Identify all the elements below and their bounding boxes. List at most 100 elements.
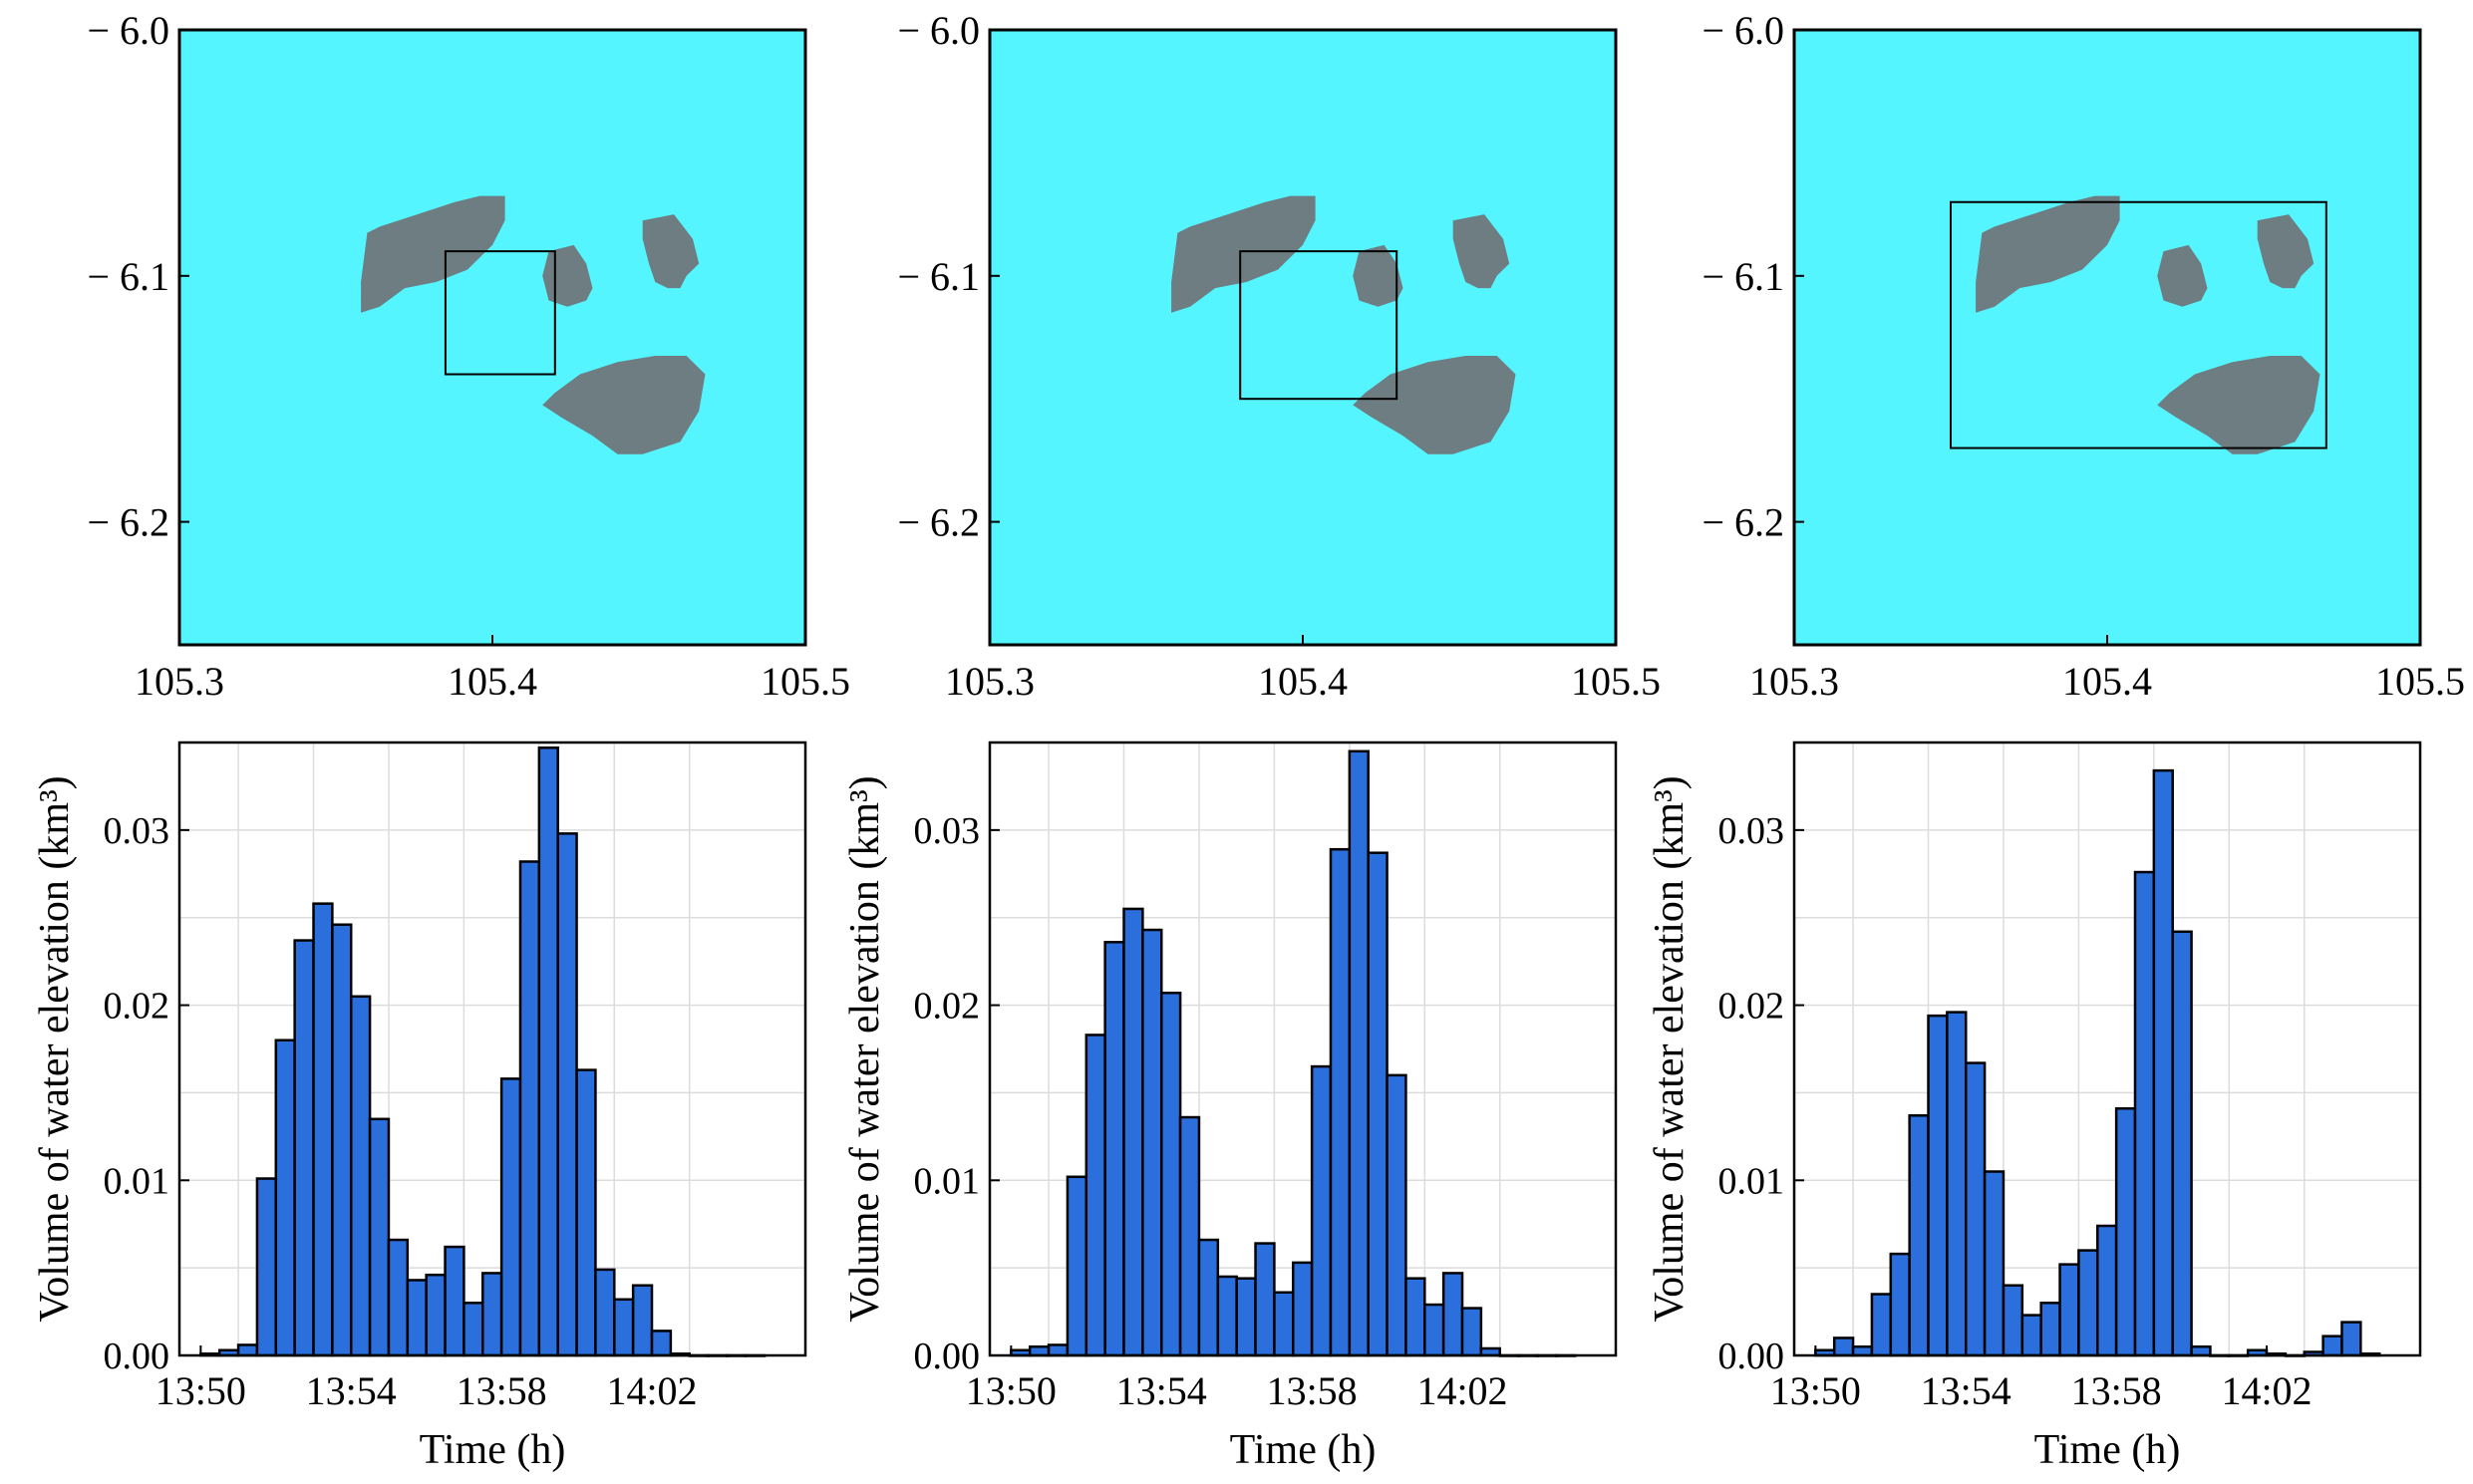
- x-axis-label: Time (h): [420, 1427, 566, 1473]
- histogram-bar: [2058, 1263, 2080, 1357]
- histogram-bar: [1028, 1344, 1051, 1357]
- selection-box: [444, 250, 556, 376]
- histogram-bar: [2039, 1302, 2061, 1357]
- histogram-bar: [1423, 1303, 1445, 1357]
- map-x-tick-label: 105.5: [761, 659, 850, 704]
- histogram-bar: [349, 995, 372, 1357]
- histogram-bar: [1159, 992, 1182, 1357]
- map-x-tick-label: 105.4: [2062, 659, 2152, 704]
- histogram-bar: [1927, 1014, 1949, 1357]
- histogram-bar: [1367, 851, 1389, 1357]
- histogram-bar: [613, 1298, 635, 1357]
- map-panel-1: 105.3 105.4 105.5 − 6.0 − 6.1 − 6.2: [87, 8, 850, 704]
- water-area: [1794, 30, 2420, 645]
- histogram-bar: [1084, 1034, 1106, 1357]
- histogram-bar: [406, 1279, 428, 1357]
- map-x-tick-label: 105.3: [1749, 659, 1839, 704]
- histogram-bar: [594, 1268, 616, 1357]
- histogram-bar: [2171, 930, 2193, 1357]
- histogram-bar: [1273, 1291, 1295, 1357]
- histogram-bar: [1103, 941, 1125, 1357]
- histogram-bar: [537, 746, 559, 1357]
- x-tick-label: 13:54: [1116, 1368, 1207, 1413]
- map-x-tick-label: 105.5: [1571, 659, 1661, 704]
- histogram-bar: [274, 1039, 296, 1357]
- plot-frame: [1792, 741, 2422, 1357]
- histogram-bar: [2152, 768, 2174, 1357]
- plot-frame: [177, 741, 807, 1357]
- histogram-bar: [650, 1330, 673, 1357]
- histogram-bar: [1066, 1175, 1088, 1357]
- map-y-tick-label: − 6.1: [1701, 254, 1784, 299]
- histogram-bar: [518, 860, 541, 1357]
- map-y-tick-label: − 6.2: [87, 500, 169, 545]
- water-area: [179, 30, 805, 645]
- map-y-tick-label: − 6.0: [897, 8, 980, 53]
- map-panel-3: 105.3 105.4 105.5 − 6.0 − 6.1 − 6.2: [1701, 8, 2465, 704]
- y-axis-label: Volume of water elevation (km³): [842, 775, 888, 1322]
- histogram-bar: [1235, 1277, 1257, 1357]
- map-x-tick-label: 105.3: [135, 659, 224, 704]
- map-y-tick-label: − 6.0: [1701, 8, 1784, 53]
- histogram-bar: [1216, 1275, 1238, 1357]
- map-y-tick-label: − 6.1: [897, 254, 980, 299]
- histogram-bar: [331, 923, 353, 1357]
- histogram-bar: [1870, 1293, 1893, 1357]
- y-axis-label: Volume of water elevation (km³): [1647, 775, 1693, 1322]
- histogram-panel-3: 0.00 0.01 0.02 0.03 13:50 13:54 13:58 14:02 Time…: [1647, 741, 2422, 1473]
- histogram-bar: [255, 1177, 278, 1357]
- histogram-bar: [2077, 1249, 2099, 1357]
- x-axis-label: Time (h): [2034, 1427, 2181, 1473]
- y-tick-label: 0.03: [1718, 810, 1785, 852]
- histogram-bar: [1310, 1064, 1333, 1357]
- histogram-bar: [481, 1272, 503, 1357]
- histogram-bar: [236, 1343, 259, 1357]
- y-tick-label: 0.01: [104, 1160, 170, 1202]
- histogram-bar: [1964, 1061, 1987, 1357]
- y-tick-label: 0.03: [914, 810, 981, 852]
- histogram-bar: [1404, 1277, 1426, 1357]
- map-x-tick-label: 105.4: [1258, 659, 1348, 704]
- histogram-bar: [556, 832, 578, 1357]
- map-x-tick-label: 105.4: [448, 659, 537, 704]
- histogram-bar: [1386, 1073, 1407, 1357]
- land-island-4: [2157, 356, 2320, 454]
- land-island-1: [1976, 195, 2120, 313]
- histogram-bar: [312, 902, 334, 1357]
- y-tick-label: 0.02: [914, 986, 981, 1028]
- histogram-bar: [463, 1302, 484, 1357]
- y-tick-label: 0.01: [914, 1160, 981, 1202]
- histogram-bar: [2002, 1284, 2024, 1357]
- histogram-bar: [1141, 928, 1163, 1357]
- y-axis-label: Volume of water elevation (km³): [32, 775, 78, 1322]
- histogram-bar: [368, 1117, 391, 1357]
- x-axis-label: Time (h): [1230, 1427, 1377, 1473]
- x-tick-label: 13:58: [2071, 1368, 2162, 1413]
- histogram-bar: [2190, 1344, 2212, 1357]
- land-island-3: [2257, 214, 2315, 289]
- land-island-3: [642, 214, 700, 289]
- histogram-bar: [1047, 1343, 1070, 1357]
- land-island-2: [1353, 244, 1403, 307]
- land-island-4: [542, 356, 706, 454]
- histogram-bar: [1983, 1170, 2006, 1357]
- histogram-bar: [1889, 1252, 1911, 1357]
- land-island-1: [1171, 195, 1316, 313]
- histogram-bar: [2020, 1314, 2042, 1357]
- histogram-bar: [2096, 1224, 2118, 1357]
- land-island-2: [2157, 244, 2208, 307]
- histogram-bar: [1197, 1238, 1220, 1357]
- selection-box: [1950, 200, 2327, 449]
- histogram-bar: [1122, 907, 1144, 1357]
- x-tick-label: 13:54: [1921, 1368, 2011, 1413]
- histogram-bar: [1851, 1344, 1874, 1357]
- y-tick-label: 0.02: [104, 986, 170, 1028]
- x-tick-label: 14:02: [606, 1368, 697, 1413]
- histogram-bar: [499, 1077, 522, 1357]
- map-panel-2: 105.3 105.4 105.5 − 6.0 − 6.1 − 6.2: [897, 8, 1661, 704]
- map-x-tick-label: 105.5: [2375, 659, 2465, 704]
- water-area: [990, 30, 1616, 645]
- land-island-1: [361, 195, 505, 313]
